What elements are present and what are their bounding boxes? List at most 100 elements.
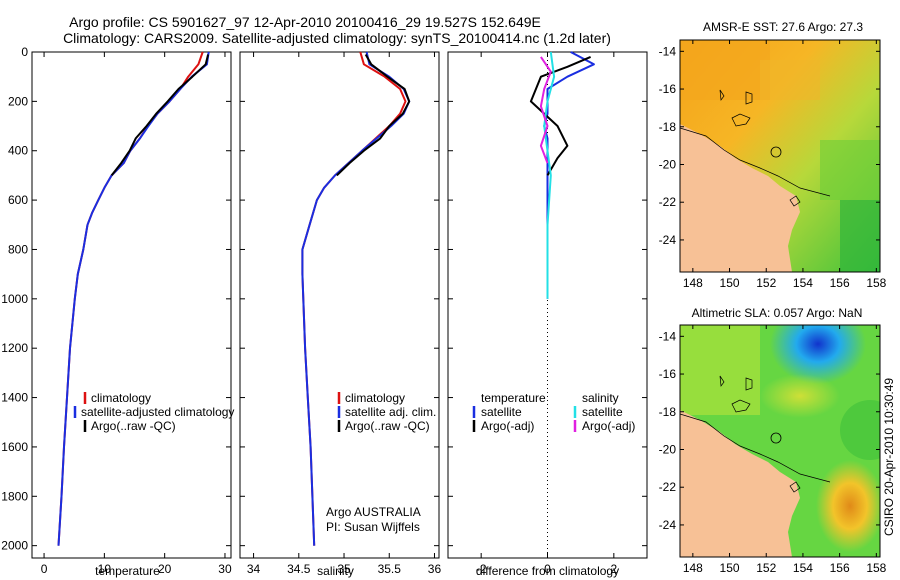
x-tick-label: 158 [866,276,886,290]
y-tick-label: 1200 [1,341,28,355]
series-line-satellite [543,51,556,299]
x-tick-label: 34 [247,562,261,576]
legend-label-satellite-adjusted: satellite-adjusted climatology [81,405,234,419]
legend-label-sal-argo: Argo(-adj) [582,419,635,433]
legend-label-climatology: climatology [91,391,151,405]
y-tick-label: 1800 [1,489,28,503]
sla-map-axes: 148 150 152 154 156 158 -14 -16 -18 -20 -22 -24 [659,324,887,575]
legend-label-satellite-adj: satellite adj. clim. [345,405,436,419]
y-tick-label: -22 [659,195,677,209]
legend-label-temp-satellite: satellite [481,405,522,419]
x-tick-label: 0 [41,562,48,576]
x-tick-label: 158 [866,561,886,575]
series-line-argo-raw-qc [336,54,411,177]
y-tick-label: 200 [8,94,28,108]
reef-outline [789,195,801,207]
y-tick-label: 600 [8,193,28,207]
x-tick-label: 35.5 [378,562,402,576]
x-tick-label: 10 [98,562,112,576]
y-tick-label: -24 [659,233,677,247]
series-line-satellite-adj-clim [301,51,411,546]
sst-map-image [680,40,880,272]
reef-outline [770,432,782,444]
plot-frame [239,51,440,559]
x-tick-label: 30 [218,562,232,576]
y-tick-label: -14 [659,44,677,58]
series-line-argo-adj [529,55,591,176]
map-frame [679,324,881,558]
y-tick-label: 400 [8,144,28,158]
legend-label-sal-satellite: satellite [582,405,623,419]
series-line-satellite-adjusted-climatology [57,51,210,546]
reef-outline [719,375,725,387]
legend-label-argo: Argo(..raw -QC) [91,419,176,433]
x-tick-label: 34.5 [287,562,311,576]
credit-line1: Argo AUSTRALIA [326,505,421,519]
legend-header-salinity: salinity [582,391,619,405]
x-tick-label: 154 [793,561,813,575]
legend-label-argo: Argo(..raw -QC) [345,419,430,433]
legend-label-temp-argo: Argo(-adj) [481,419,534,433]
sla-map-image [680,325,880,557]
series-line-argo-raw-qc [110,54,210,177]
x-tick-label: 156 [830,276,850,290]
y-tick-label: 1600 [1,440,28,454]
y-tick-label: -20 [659,157,677,171]
y-tick-label: 1400 [1,391,28,405]
y-tick-label: 1000 [1,292,28,306]
x-tick-label: -2 [476,562,487,576]
land-mass [680,410,800,557]
x-tick-label: 156 [830,561,850,575]
reef-outline [745,377,753,391]
side-timestamp-label: CSIRO 20-Apr-2010 10:30:49 [882,378,896,536]
land-mass [680,124,800,272]
salinity-profile-panel: 34 34.5 35 35.5 36 salinity [239,51,442,578]
y-tick-label: -18 [659,405,677,419]
reef-outline [789,481,801,493]
x-axis-label: difference from climatology [476,564,619,578]
reef-outline [731,399,751,413]
temperature-profile-panel: 0 10 20 30 0 200 400 600 800 1000 1200 1400 1600 1800… [1,45,232,578]
isobath-line [679,127,831,197]
x-tick-label: 154 [793,276,813,290]
y-tick-label: 800 [8,242,28,256]
x-tick-label: 152 [756,561,776,575]
difference-legend: temperature salinity satellite Argo(-adj… [472,391,635,433]
x-tick-label: 0 [544,562,551,576]
y-tick-label: -14 [659,329,677,343]
x-tick-label: 36 [428,562,442,576]
map-frame [679,39,881,273]
x-tick-label: 150 [720,276,740,290]
series-line-argo-adj [539,56,552,164]
x-tick-label: 148 [683,276,703,290]
y-tick-label: 2000 [1,539,28,553]
plot-frame [31,51,232,559]
x-axis-label: temperature [95,564,160,578]
reef-outline [745,91,753,105]
x-tick-label: 148 [683,561,703,575]
sla-map-title: Altimetric SLA: 0.057 Argo: NaN [692,306,863,320]
series-line-climatology [57,51,204,546]
x-tick-label: 20 [158,562,172,576]
figure-title-line1: Argo profile: CS 5901627_97 12-Apr-2010 … [69,14,541,30]
x-tick-label: 150 [720,561,740,575]
y-tick-label: -16 [659,367,677,381]
salinity-legend: climatology satellite adj. clim. Argo(..… [337,391,436,433]
temperature-legend: climatology satellite-adjusted climatolo… [73,391,234,433]
y-tick-label: -20 [659,442,677,456]
y-tick-label: -24 [659,518,677,532]
y-tick-label: -22 [659,480,677,494]
y-tick-label: 0 [21,45,28,59]
isobath-line [679,413,831,483]
sst-map-overlays [679,89,831,207]
reef-outline [731,113,751,127]
x-tick-label: 152 [756,276,776,290]
x-axis-label: salinity [317,564,354,578]
sst-map-title: AMSR-E SST: 27.6 Argo: 27.3 [703,20,863,34]
y-tick-label: -16 [659,82,677,96]
sst-map-axes: 148 150 152 154 156 158 -14 -16 -18 -20 -22 -24 [659,39,887,290]
credit-line2: PI: Susan Wijffels [326,520,420,534]
